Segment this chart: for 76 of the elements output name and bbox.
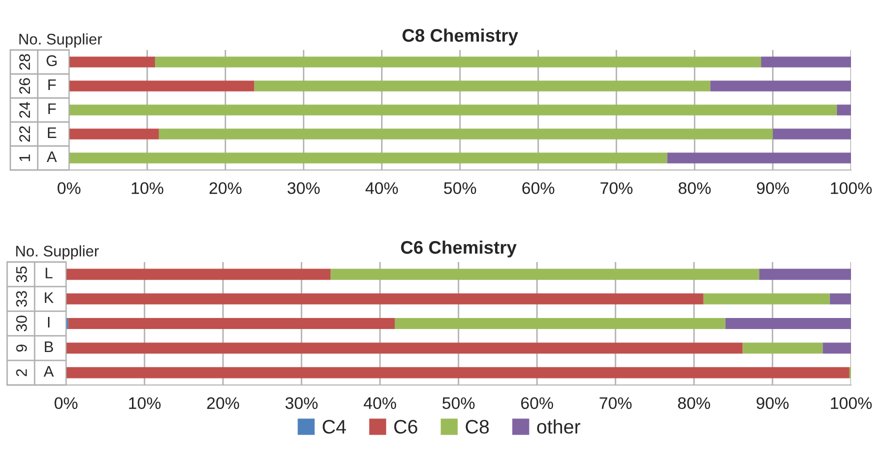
chart-title: C6 Chemistry <box>401 240 517 258</box>
x-tick-label: 40% <box>366 182 398 194</box>
y-tick-label: I <box>48 316 50 328</box>
bar <box>703 293 830 304</box>
bar <box>772 128 851 140</box>
x-tick-label: 20% <box>207 397 240 410</box>
bar <box>725 318 851 330</box>
y-tick-label: F <box>48 79 56 90</box>
text: No. Supplier <box>16 245 99 260</box>
bar <box>155 56 762 68</box>
text: 1 <box>19 154 30 162</box>
text: 35 <box>16 266 27 282</box>
y-tick-label: A <box>44 366 54 377</box>
legend-label: C4 <box>322 420 346 434</box>
y-tick-label: L <box>46 268 52 278</box>
text: 2 <box>16 369 27 376</box>
legend-label: C6 <box>394 420 418 434</box>
x-tick-label: 50% <box>442 397 475 410</box>
bar <box>69 80 254 92</box>
x-tick-label: 100% <box>830 397 872 410</box>
text: 33 <box>16 291 27 307</box>
chart-title: C8 Chemistry <box>402 28 518 46</box>
bar <box>667 152 851 164</box>
x-tick-label: 30% <box>288 182 320 194</box>
bar <box>69 56 156 68</box>
text: 9 <box>16 344 27 352</box>
x-tick-label: 10% <box>132 182 164 194</box>
bar <box>69 152 668 164</box>
bar <box>394 318 726 330</box>
bar <box>761 56 851 68</box>
bar <box>68 318 395 330</box>
x-tick-label: 0% <box>54 397 78 410</box>
bar <box>66 268 331 280</box>
y-tick-label: E <box>48 127 56 138</box>
x-tick-label: 70% <box>600 397 632 410</box>
bar <box>822 342 851 354</box>
text: 28 <box>19 54 30 70</box>
x-tick-label: 100% <box>830 182 872 194</box>
y-tick-label: K <box>44 292 54 303</box>
bar <box>158 128 773 140</box>
bar <box>66 367 850 378</box>
x-tick-label: 0% <box>58 182 80 194</box>
bar <box>66 293 704 304</box>
x-tick-label: 20% <box>210 182 242 194</box>
bar <box>830 293 851 304</box>
bar <box>742 342 823 354</box>
x-tick-label: 90% <box>756 397 789 410</box>
x-tick-label: 60% <box>521 397 554 410</box>
x-tick-label: 40% <box>364 397 396 410</box>
legend-label: C8 <box>466 420 489 434</box>
bar <box>710 80 851 92</box>
bar <box>254 80 710 92</box>
x-tick-label: 10% <box>129 397 161 410</box>
x-tick-label: 90% <box>756 182 789 194</box>
y-tick-label: B <box>44 342 54 352</box>
y-tick-label: A <box>46 151 57 162</box>
x-tick-label: 70% <box>600 182 632 194</box>
bar <box>69 128 159 140</box>
x-tick-label: 60% <box>522 182 554 194</box>
text: No. Supplier <box>19 33 102 48</box>
x-tick-label: 30% <box>285 397 318 410</box>
x-tick-label: 80% <box>678 397 710 410</box>
y-tick-label: G <box>46 55 57 66</box>
text: 30 <box>16 316 27 332</box>
bar <box>66 342 743 354</box>
y-tick-label: F <box>48 103 56 114</box>
text: 24 <box>19 102 30 118</box>
text: 22 <box>19 126 30 142</box>
legend-label: other <box>537 419 580 434</box>
bar <box>836 104 851 116</box>
bar <box>330 268 760 280</box>
bar <box>69 104 837 116</box>
text: 26 <box>19 78 30 94</box>
bar <box>759 268 851 280</box>
x-tick-label: 80% <box>678 182 711 194</box>
x-tick-label: 50% <box>444 182 476 194</box>
